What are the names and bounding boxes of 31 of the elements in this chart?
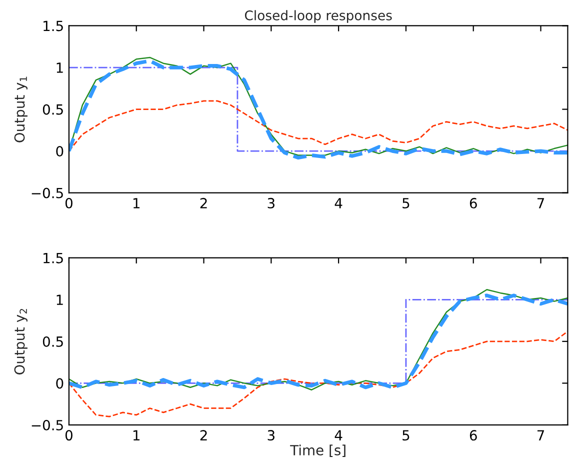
- x-tick-label: 4: [334, 198, 342, 208]
- x-tick-label: 1: [133, 198, 140, 208]
- x-tick-label: 7: [537, 198, 544, 208]
- y-tick-label: 0: [56, 378, 64, 389]
- y-tick-label: 1.5: [44, 20, 63, 32]
- y-axis-title: Output y$_{2}$: [14, 309, 28, 374]
- x-tick-label: 2: [200, 430, 207, 440]
- y-tick-label: 0: [56, 146, 64, 157]
- y-tick-label: 1: [56, 294, 63, 305]
- y-tick-label: 1: [56, 62, 63, 73]
- x-tick-label: 5: [402, 198, 410, 208]
- x-tick-label: 0: [65, 198, 72, 208]
- x-tick-label: 6: [470, 198, 477, 208]
- x-tick-label: 3: [268, 198, 274, 208]
- x-tick-label: 3: [268, 430, 274, 441]
- y-tick-label: 0.5: [42, 104, 63, 115]
- x-tick-label: 4: [334, 430, 342, 440]
- y-axis-title: Output y$_{1}$: [14, 76, 28, 142]
- y-tick-label: −0.5: [32, 188, 63, 198]
- chart-title: Closed-loop responses: [244, 10, 392, 23]
- y-tick-label: −0.5: [32, 420, 63, 430]
- y-tick-label: 1.5: [44, 253, 63, 264]
- x-tick-label: 6: [470, 430, 477, 441]
- line-series: [68, 330, 568, 418]
- y-tick-label: 0.5: [42, 336, 63, 347]
- x-tick-label: 5: [402, 430, 410, 441]
- x-tick-label: 0: [65, 430, 72, 441]
- x-tick-label: 1: [133, 430, 140, 440]
- x-tick-label: 7: [537, 430, 544, 440]
- x-axis-title: Time [s]: [290, 444, 346, 458]
- x-tick-label: 2: [200, 198, 207, 208]
